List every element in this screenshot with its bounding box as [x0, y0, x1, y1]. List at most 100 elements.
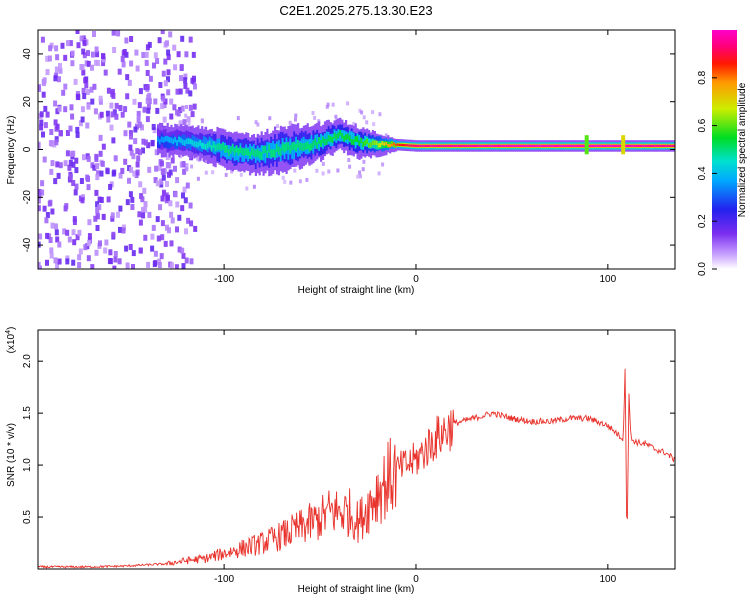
spectrogram-cell [42, 77, 47, 84]
spectrogram-cell [151, 224, 156, 231]
spectrogram-cell [157, 258, 162, 265]
spectrogram-cell [122, 49, 127, 55]
spectrogram-cell [77, 254, 82, 261]
spectrogram-y-label: Frequency (Hz) [6, 116, 17, 185]
spectrogram-cell [129, 149, 134, 156]
spectrogram-cell [131, 250, 136, 257]
spectrogram-cell [104, 239, 109, 246]
spectrogram-cell [75, 126, 80, 133]
spectrogram-cell [379, 143, 382, 148]
spectrogram-cell [120, 111, 125, 118]
spectrogram-cell [86, 255, 91, 262]
snr-panel: -100 0 100 0.5 1.0 1.5 2.0 Height of straight… [5, 327, 676, 595]
spectrogram-cell [185, 87, 190, 94]
spectrogram-cell [76, 94, 81, 101]
spectrogram-cell [513, 144, 516, 147]
spectrogram-cell [659, 144, 662, 147]
spectrogram-cell [655, 144, 658, 147]
spectrogram-cell [166, 136, 169, 149]
spectrogram-cell [142, 106, 147, 113]
spectrogram-cell [621, 135, 626, 155]
spectrogram-cell [54, 45, 59, 52]
spectrogram-cell [108, 249, 113, 256]
spectrogram-cell [483, 144, 486, 147]
colorbar-label: Normalized spectral amplitude [737, 82, 748, 217]
spectrogram-cell [98, 150, 103, 157]
spectrogram-cell [154, 149, 159, 156]
spectrogram-cell [178, 107, 183, 113]
spectrogram-cell [86, 155, 91, 162]
spectrogram-cell [117, 258, 122, 265]
spectrogram-cell [179, 64, 184, 70]
spectrogram-cell [471, 144, 474, 147]
spectrogram-cell [334, 114, 338, 119]
spectrogram-cell [450, 144, 453, 147]
svg-text:(x104): (x104) [5, 327, 17, 354]
spectrogram-cell [138, 88, 143, 95]
spectrogram-cell [425, 144, 428, 147]
spectrogram-cell [50, 208, 55, 215]
spectrogram-cell [44, 217, 49, 224]
spectrogram-cell [350, 139, 353, 145]
spectrogram-cell [65, 258, 70, 265]
spectrogram-cell [150, 139, 155, 146]
spectrogram-cell [170, 137, 173, 144]
spectrogram-cell [155, 180, 160, 187]
colorbar: 0.0 0.2 0.4 0.6 0.8 Normalized spectral ampl… [697, 30, 748, 276]
spectrogram-cell [602, 144, 605, 147]
snr-y-axis: 0.5 1.0 1.5 2.0 [22, 354, 675, 524]
spectrogram-cell [477, 144, 480, 147]
spectrogram-cell [448, 144, 451, 147]
spectrogram-cell [82, 52, 87, 59]
spectrogram-cell [38, 205, 41, 212]
spectrogram-cell [365, 120, 369, 125]
spectrogram-cell [184, 51, 189, 58]
spectrogram-cell [153, 250, 158, 257]
spectrogram-cell [95, 212, 100, 219]
spectrogram-cell [53, 100, 58, 107]
spectrogram-cell [103, 247, 108, 254]
spectrogram-cell [136, 117, 141, 123]
spectrogram-cell [141, 206, 145, 213]
spectrogram-cell [75, 131, 80, 138]
spectrogram-cell [538, 144, 541, 147]
spectrogram-cell [161, 95, 166, 102]
spectrogram-cell [191, 51, 196, 58]
spectrogram-cell [550, 144, 553, 147]
spectrogram-cell [136, 155, 141, 162]
spectrogram-cell [571, 144, 574, 147]
spectrogram-cell [294, 113, 298, 118]
spectrogram-cell [295, 143, 298, 152]
spectrogram-cell [371, 140, 374, 146]
spectrogram-cell [396, 143, 399, 146]
spectrogram-cell [95, 207, 100, 214]
spectrogram-cell [165, 154, 170, 161]
spectrogram-cell [281, 175, 285, 180]
spectrogram-cell [360, 110, 364, 115]
spectrogram-cell [186, 217, 191, 224]
colorbar-tick-label: 0.0 [697, 262, 708, 276]
spectrogram-cell [71, 161, 76, 168]
snr-line [38, 368, 675, 569]
snr-scale-exp: 4 [5, 330, 12, 334]
spectrogram-cell [190, 111, 195, 118]
spectrogram-cell [169, 262, 174, 269]
spectrogram-cell [83, 244, 88, 251]
spectrogram-cell [123, 158, 128, 165]
spectrogram-cell [315, 168, 319, 173]
spectrogram-cell [55, 123, 60, 130]
spectrogram-cell [358, 108, 362, 113]
spectrogram-cell [350, 131, 353, 143]
spectrogram-cell [64, 203, 69, 210]
spectrogram-cell [41, 131, 45, 138]
spectrogram-cell [177, 246, 182, 253]
spectrogram-cell [168, 137, 171, 149]
spectrogram-cell [112, 109, 117, 116]
y-tick-label: 0 [22, 146, 33, 152]
spectrogram-cell [473, 144, 476, 147]
spectrogram-cell [400, 143, 403, 147]
colorbar-gradient [712, 30, 737, 269]
spectrogram-cell [201, 142, 204, 149]
spectrogram-cell [53, 75, 58, 82]
spectrogram-cell [337, 132, 340, 139]
